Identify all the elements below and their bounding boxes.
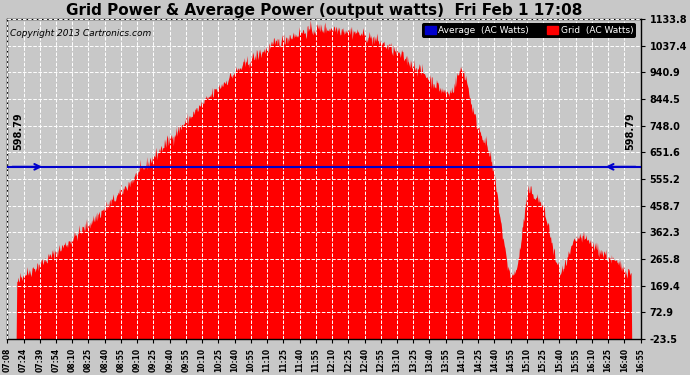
Title: Grid Power & Average Power (output watts)  Fri Feb 1 17:08: Grid Power & Average Power (output watts… [66,3,582,18]
Text: 598.79: 598.79 [624,112,635,150]
Legend: Average  (AC Watts), Grid  (AC Watts): Average (AC Watts), Grid (AC Watts) [422,24,636,38]
Text: Copyright 2013 Cartronics.com: Copyright 2013 Cartronics.com [10,28,152,38]
Text: 598.79: 598.79 [13,112,23,150]
